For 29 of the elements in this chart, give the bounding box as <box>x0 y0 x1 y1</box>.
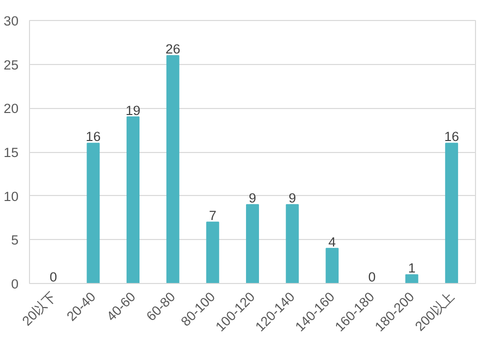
bar <box>126 116 140 284</box>
bar <box>326 248 339 284</box>
bar <box>246 204 259 284</box>
y-tick-label: 20 <box>4 101 19 116</box>
bar <box>166 55 180 284</box>
data-label: 0 <box>368 270 376 284</box>
y-tick-label: 10 <box>4 188 19 204</box>
bar <box>206 222 220 284</box>
bar <box>286 204 299 284</box>
data-label: 0 <box>50 270 58 284</box>
x-tick-label: 20以下 <box>19 289 59 329</box>
data-label: 19 <box>126 102 140 118</box>
y-tick-label: 30 <box>4 14 19 28</box>
data-label: 9 <box>288 190 296 206</box>
y-tick-label: 5 <box>11 232 19 248</box>
x-tick-label: 200以上 <box>412 289 457 334</box>
y-tick-label: 0 <box>11 276 19 292</box>
bar <box>405 274 418 284</box>
data-label: 26 <box>165 42 180 57</box>
data-label: 7 <box>208 208 216 224</box>
data-label: 4 <box>328 234 336 250</box>
data-label: 16 <box>86 129 101 144</box>
y-tick-label: 25 <box>4 57 19 72</box>
data-label: 1 <box>408 260 416 276</box>
bar <box>445 142 458 284</box>
bar <box>86 142 100 284</box>
data-label: 16 <box>444 129 460 144</box>
y-tick-label: 15 <box>4 145 19 160</box>
data-label: 9 <box>248 190 256 206</box>
